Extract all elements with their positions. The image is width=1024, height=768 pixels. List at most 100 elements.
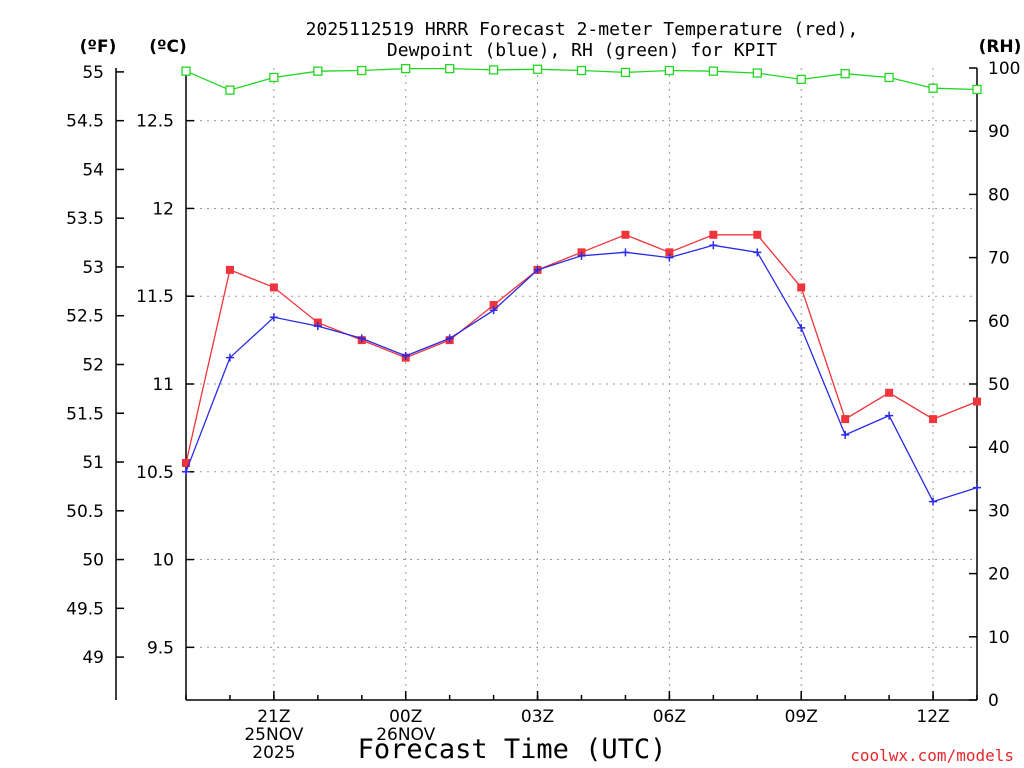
temperature-point bbox=[489, 301, 498, 309]
celsius-tick-label: 9.5 bbox=[147, 638, 174, 658]
rh-point bbox=[445, 63, 455, 74]
fahrenheit-tick-label: 51.5 bbox=[66, 404, 104, 424]
fahrenheit-unit-label: (ºF) bbox=[80, 37, 117, 57]
dewpoint-point bbox=[489, 306, 498, 315]
dewpoint-point bbox=[797, 323, 806, 332]
dewpoint-point bbox=[401, 351, 410, 360]
dewpoint-point bbox=[753, 248, 762, 257]
dewpoint-point bbox=[621, 248, 630, 257]
celsius-tick-label: 10 bbox=[152, 551, 174, 571]
series bbox=[181, 63, 982, 506]
temperature-series bbox=[182, 230, 981, 467]
x-tick-label: 2025 bbox=[252, 743, 295, 763]
celsius-tick-label: 11 bbox=[152, 375, 174, 395]
celsius-tick-label: 10.5 bbox=[136, 463, 174, 483]
x-axis-title: Forecast Time (UTC) bbox=[358, 734, 667, 765]
fahrenheit-tick-label: 49.5 bbox=[66, 599, 104, 619]
celsius-unit-label: (ºC) bbox=[149, 37, 187, 57]
rh-point bbox=[840, 69, 850, 79]
temperature-point bbox=[973, 397, 981, 406]
dewpoint-point bbox=[665, 253, 674, 262]
rh-unit-label: (RH) bbox=[979, 37, 1022, 57]
x-tick-label: 03Z bbox=[521, 707, 554, 727]
x-tick-label: 00Z bbox=[389, 707, 422, 727]
rh-tick-label: 40 bbox=[988, 438, 1010, 458]
celsius-tick-label: 12 bbox=[152, 199, 174, 219]
temperature-point bbox=[797, 283, 806, 292]
rh-point bbox=[488, 65, 499, 75]
rh-point bbox=[796, 74, 806, 85]
temperature-point bbox=[753, 230, 762, 239]
chart-title-line1: 2025112519 HRRR Forecast 2-meter Tempera… bbox=[306, 19, 859, 40]
fahrenheit-tick-label: 50 bbox=[82, 551, 104, 571]
rh-series bbox=[181, 63, 982, 95]
rh-point bbox=[972, 84, 982, 95]
rh-point bbox=[708, 66, 718, 76]
rh-point bbox=[313, 66, 323, 76]
rh-point bbox=[664, 65, 675, 76]
temperature-point bbox=[841, 415, 850, 424]
dewpoint-line bbox=[185, 244, 978, 503]
rh-tick-label: 90 bbox=[988, 122, 1010, 142]
fahrenheit-tick-label: 49 bbox=[82, 648, 104, 668]
temperature-point bbox=[709, 230, 718, 239]
x-tick-label: 09Z bbox=[785, 707, 818, 727]
rh-point bbox=[225, 85, 235, 95]
dewpoint-point bbox=[577, 251, 586, 260]
dewpoint-point bbox=[357, 334, 366, 343]
dewpoint-point bbox=[313, 322, 322, 331]
dewpoint-point bbox=[533, 265, 542, 274]
rh-tick-label: 20 bbox=[988, 565, 1010, 585]
rh-tick-label: 60 bbox=[988, 312, 1010, 332]
rh-point bbox=[620, 67, 631, 78]
axes: 49 49.5 50 50.5 51 51.5 52 52.5 53 53.5 54 54.5 55 9.… bbox=[66, 59, 1020, 763]
fahrenheit-tick-label: 54 bbox=[82, 160, 104, 180]
grid bbox=[186, 68, 977, 700]
site-credit[interactable]: coolwx.com/models bbox=[850, 746, 1014, 765]
celsius-tick-label: 12.5 bbox=[136, 112, 174, 132]
dewpoint-point bbox=[929, 497, 938, 506]
dewpoint-series bbox=[182, 241, 981, 506]
fahrenheit-tick-label: 52 bbox=[82, 355, 104, 375]
temperature-point bbox=[665, 248, 674, 257]
temperature-point bbox=[225, 265, 234, 274]
rh-tick-label: 50 bbox=[988, 375, 1010, 395]
dewpoint-point bbox=[269, 313, 278, 322]
temperature-point bbox=[621, 230, 630, 239]
fahrenheit-tick-label: 50.5 bbox=[66, 502, 104, 522]
x-tick-label: 06Z bbox=[653, 707, 686, 727]
rh-tick-label: 10 bbox=[988, 628, 1010, 648]
rh-tick-label: 30 bbox=[988, 501, 1010, 521]
fahrenheit-tick-label: 51 bbox=[82, 453, 104, 473]
rh-point bbox=[884, 72, 894, 83]
fahrenheit-tick-label: 53.5 bbox=[66, 209, 104, 229]
temperature-point bbox=[929, 415, 938, 424]
fahrenheit-tick-label: 54.5 bbox=[66, 112, 104, 132]
rh-tick-label: 80 bbox=[988, 185, 1010, 205]
x-tick-label: 25NOV bbox=[244, 725, 303, 745]
rh-point bbox=[576, 65, 587, 76]
x-tick-label: 12Z bbox=[916, 707, 949, 727]
dewpoint-point bbox=[841, 430, 850, 439]
rh-point bbox=[752, 68, 762, 78]
dewpoint-point bbox=[225, 353, 234, 362]
x-tick-label: 26NOV bbox=[376, 725, 435, 745]
rh-tick-label: 0 bbox=[988, 691, 999, 711]
temperature-point bbox=[885, 388, 894, 397]
temperature-point bbox=[269, 283, 278, 292]
rh-tick-label: 70 bbox=[988, 249, 1010, 269]
temperature-point bbox=[182, 459, 190, 467]
rh-point bbox=[269, 72, 279, 83]
fahrenheit-tick-label: 55 bbox=[82, 63, 104, 83]
dewpoint-point bbox=[445, 334, 454, 343]
x-tick-label: 21Z bbox=[257, 707, 290, 727]
rh-point bbox=[181, 66, 191, 76]
rh-point bbox=[928, 83, 938, 93]
rh-point bbox=[401, 63, 411, 74]
dewpoint-point bbox=[973, 483, 981, 492]
dewpoint-point bbox=[885, 411, 894, 420]
dewpoint-point bbox=[182, 467, 190, 476]
chart-title-line2: Dewpoint (blue), RH (green) for KPIT bbox=[387, 40, 777, 61]
dewpoint-point bbox=[709, 241, 718, 250]
